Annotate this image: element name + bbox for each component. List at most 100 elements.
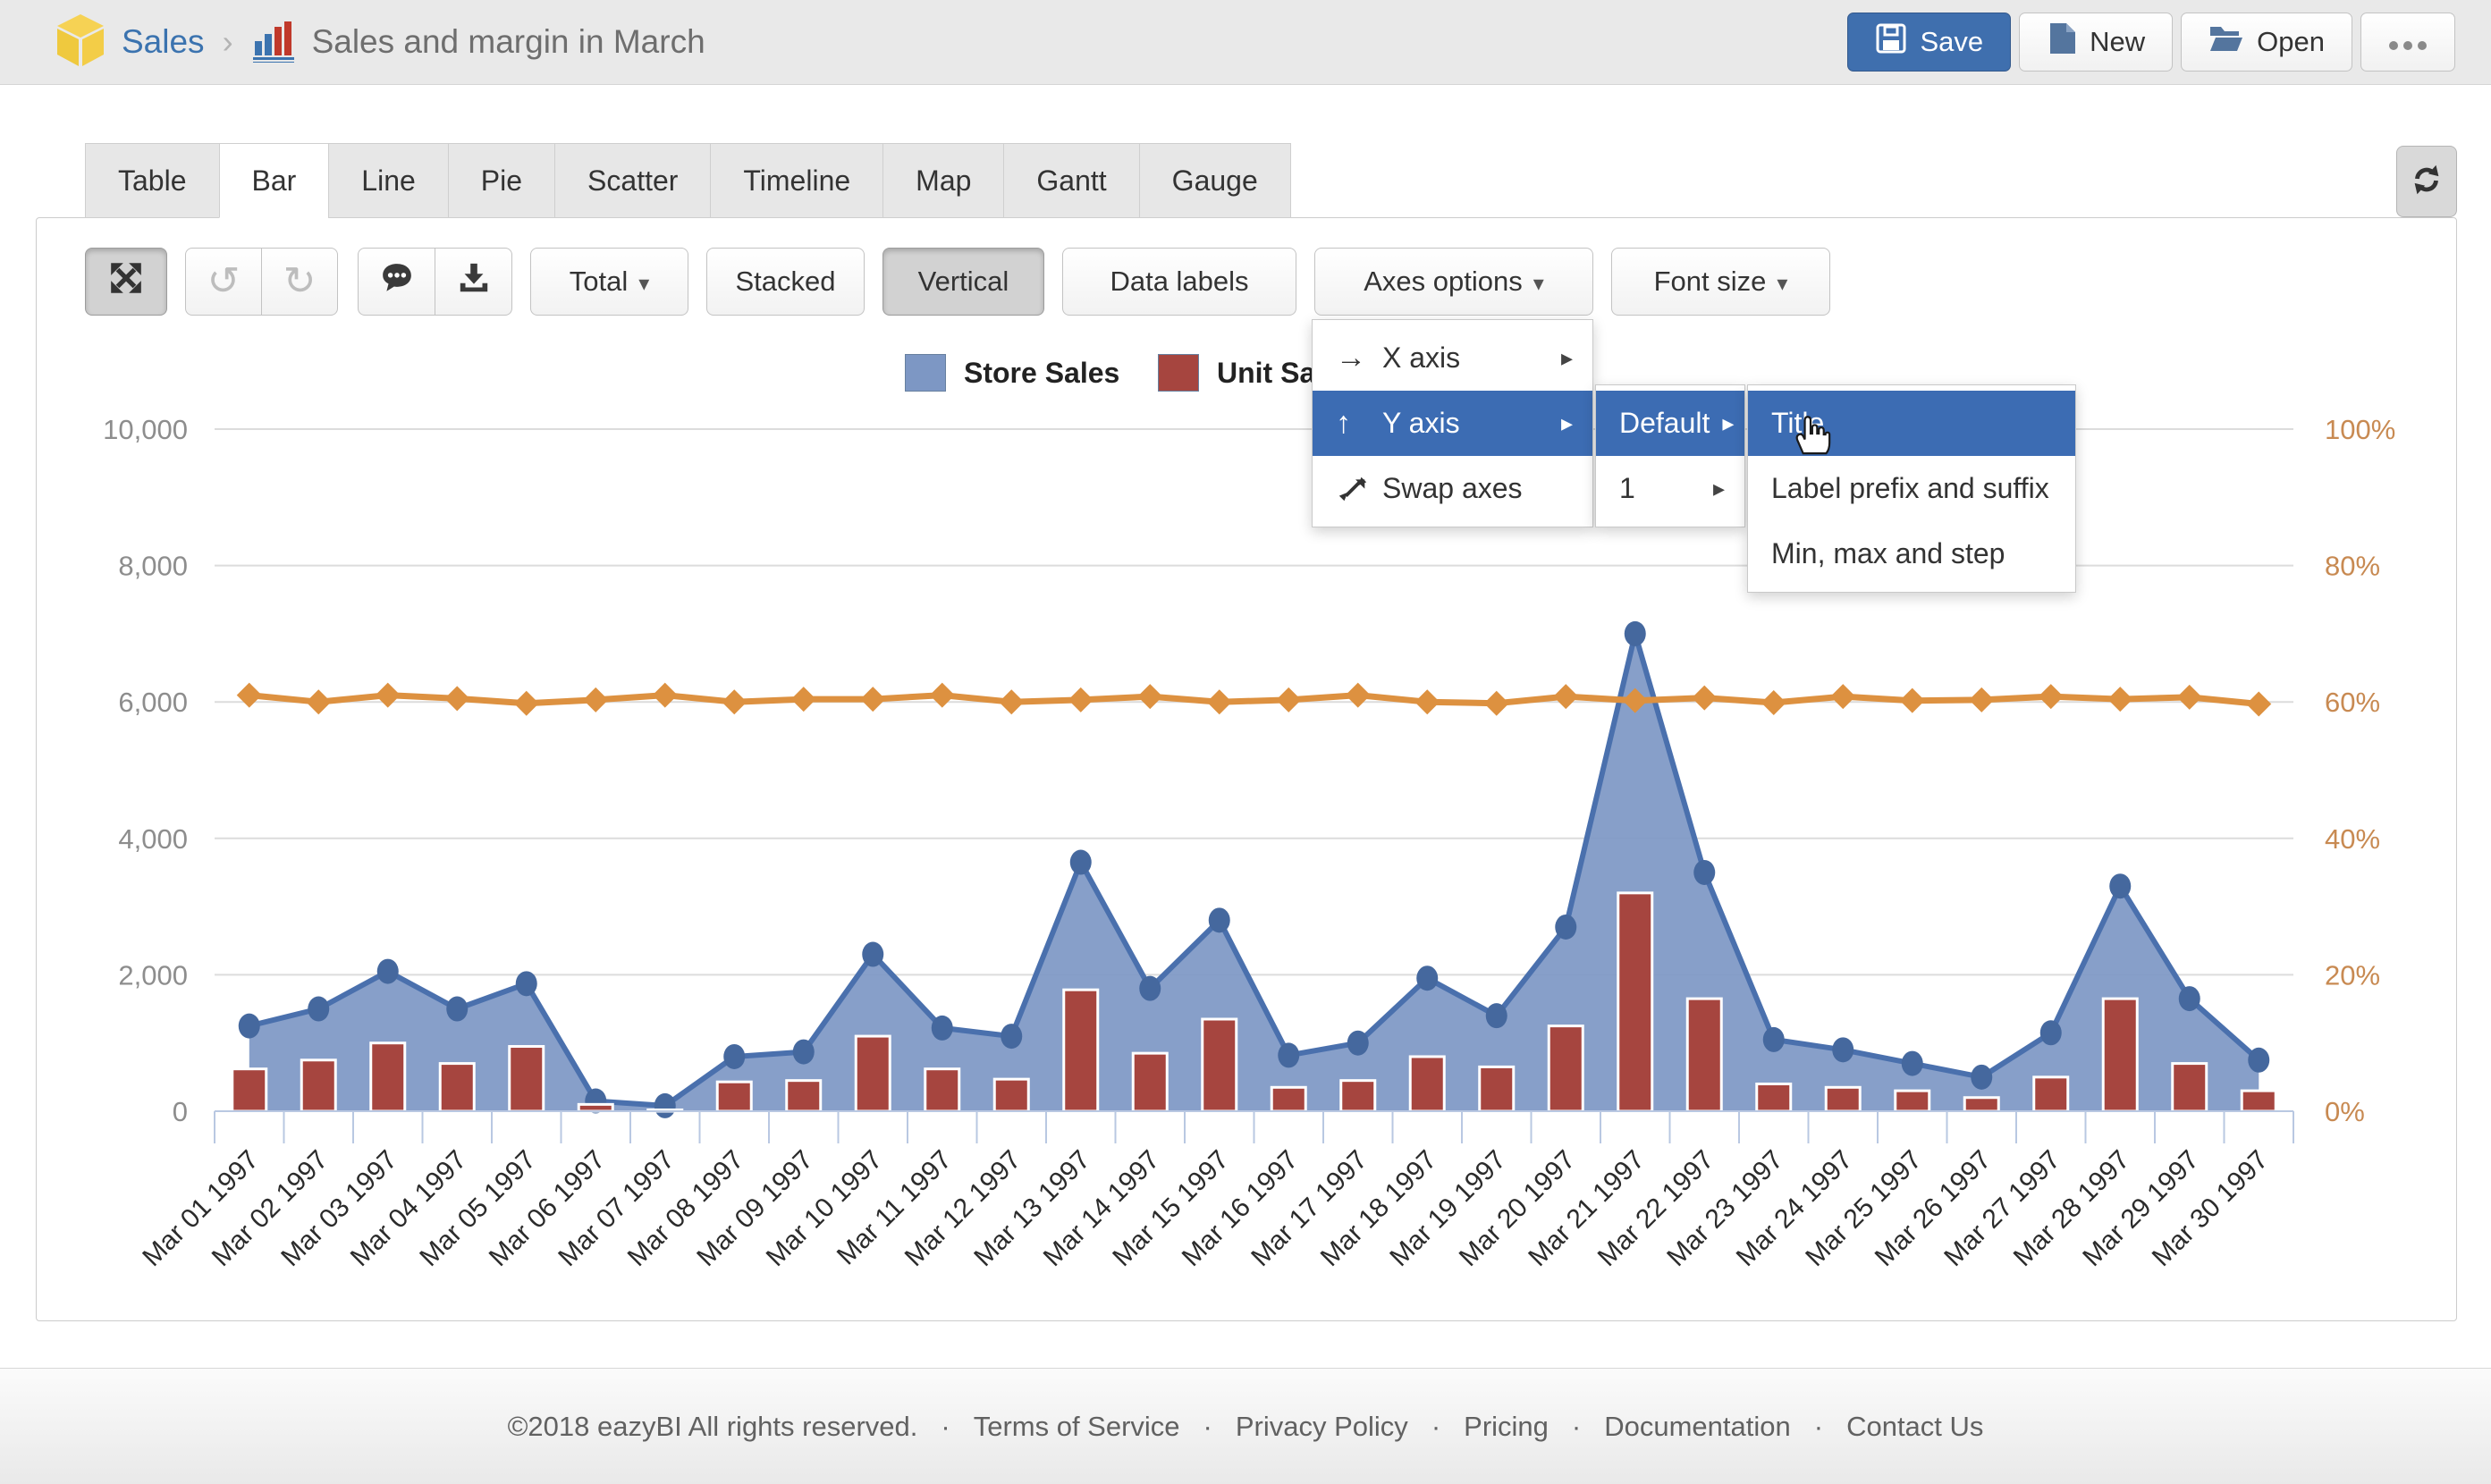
line-point	[2039, 684, 2064, 709]
area-point	[1832, 1037, 1853, 1062]
bar	[2034, 1077, 2068, 1111]
tab-scatter[interactable]: Scatter	[554, 143, 711, 218]
area-point	[1070, 850, 1092, 875]
footer-link-terms-of-service[interactable]: Terms of Service	[974, 1411, 1180, 1443]
undo-button[interactable]: ↺	[185, 248, 262, 316]
refresh-button[interactable]	[2396, 146, 2457, 217]
footer-link-documentation[interactable]: Documentation	[1604, 1411, 1791, 1443]
right-axis-labels: 0%20%40%60%80%100%	[2325, 414, 2395, 1127]
submenu-item-default[interactable]: Default▸	[1596, 391, 1744, 456]
footer-link-privacy-policy[interactable]: Privacy Policy	[1236, 1411, 1408, 1443]
line-point	[1830, 684, 1855, 709]
tab-timeline[interactable]: Timeline	[710, 143, 883, 218]
download-icon	[457, 261, 491, 302]
svg-text:20%: 20%	[2325, 959, 2380, 991]
bar	[994, 1079, 1028, 1111]
stacked-toggle-button[interactable]: Stacked	[706, 248, 865, 316]
tab-pie[interactable]: Pie	[448, 143, 555, 218]
svg-text:40%: 40%	[2325, 823, 2380, 855]
menu-item-y-axis[interactable]: ↑Y axis▸	[1313, 391, 1592, 456]
area-point	[862, 942, 883, 967]
menu-item-label: Y axis	[1382, 407, 1460, 440]
font-size-dropdown[interactable]: Font size▾	[1611, 248, 1830, 316]
legend-item-store-sales[interactable]: Store Sales	[905, 354, 1119, 392]
bar	[1203, 1019, 1237, 1111]
combo-chart[interactable]: 02,0004,0006,0008,00010,0000%20%40%60%80…	[0, 0, 2491, 1484]
tab-table[interactable]: Table	[85, 143, 220, 218]
legend-item-unit-sales[interactable]: Unit Sa	[1158, 354, 1313, 392]
line-point	[860, 687, 885, 712]
submenu-item-1[interactable]: 1▸	[1596, 456, 1744, 521]
total-dropdown[interactable]: Total▾	[530, 248, 688, 316]
axes-options-dropdown[interactable]: Axes options▾	[1314, 248, 1593, 316]
legend-swatch-store-sales	[905, 354, 946, 392]
tab-gauge[interactable]: Gauge	[1139, 143, 1291, 218]
bar	[1341, 1081, 1375, 1111]
svg-text:100%: 100%	[2325, 414, 2395, 445]
bar	[578, 1104, 612, 1111]
line-point	[1969, 687, 1994, 712]
caret-down-icon: ▾	[1533, 271, 1544, 297]
legend-swatch-unit-sales	[1158, 354, 1199, 392]
submenu-item-label-prefix-and-suffix[interactable]: Label prefix and suffix	[1748, 456, 2075, 521]
swap-axes-icon	[1336, 472, 1382, 506]
bar	[787, 1081, 821, 1111]
comments-button[interactable]	[358, 248, 435, 316]
area-point	[932, 1016, 953, 1041]
area-point	[516, 971, 537, 996]
tab-bar[interactable]: Bar	[219, 143, 330, 218]
line-point	[1414, 689, 1440, 714]
menu-item-label: Swap axes	[1382, 472, 1523, 505]
redo-icon: ↻	[283, 262, 317, 301]
submenu-item-min-max-and-step[interactable]: Min, max and step	[1748, 521, 2075, 586]
tab-line[interactable]: Line	[328, 143, 449, 218]
bar	[1410, 1057, 1444, 1111]
mouse-hand-cursor	[1790, 411, 1831, 462]
area-point	[1347, 1031, 1369, 1056]
area-point	[654, 1093, 676, 1118]
footer-link-contact-us[interactable]: Contact Us	[1846, 1411, 1983, 1443]
svg-text:10,000: 10,000	[103, 414, 188, 445]
bar	[2173, 1064, 2207, 1111]
menu-item-x-axis[interactable]: →X axis▸	[1313, 325, 1592, 391]
vertical-toggle-button[interactable]: Vertical	[882, 248, 1044, 316]
area-point	[1416, 965, 1438, 991]
export-download-button[interactable]	[435, 248, 512, 316]
area-point	[1625, 621, 1646, 646]
footer-separator: ·	[1814, 1411, 1823, 1443]
footer-separator: ·	[1572, 1411, 1581, 1443]
tab-map[interactable]: Map	[882, 143, 1004, 218]
fullscreen-button[interactable]	[85, 248, 167, 316]
footer-link-pricing[interactable]: Pricing	[1464, 1411, 1549, 1443]
svg-text:60%: 60%	[2325, 687, 2380, 718]
line-point	[1346, 683, 1371, 708]
line-point	[1900, 688, 1925, 713]
copyright-text: ©2018 eazyBI All rights reserved.	[508, 1411, 918, 1443]
menu-item-label: Label prefix and suffix	[1771, 472, 2049, 505]
line-point	[722, 689, 747, 714]
data-labels-toggle-button[interactable]: Data labels	[1062, 248, 1296, 316]
bar	[1757, 1083, 1791, 1111]
tab-gantt[interactable]: Gantt	[1003, 143, 1139, 218]
area-point	[2248, 1048, 2269, 1073]
line-series-margin[interactable]	[237, 683, 2272, 717]
left-axis-labels: 02,0004,0006,0008,00010,000	[103, 414, 188, 1127]
caret-down-icon: ▾	[1777, 271, 1787, 297]
bar	[717, 1082, 751, 1111]
area-series-store-sales[interactable]	[239, 621, 2270, 1118]
menu-item-swap-axes[interactable]: Swap axes	[1313, 456, 1592, 521]
line-point	[2107, 687, 2132, 712]
axes-options-menu: →X axis▸↑Y axis▸ Swap axes	[1312, 319, 1593, 527]
area-point	[2040, 1020, 2062, 1045]
area-point	[723, 1044, 745, 1069]
menu-item-label: Min, max and step	[1771, 537, 2005, 570]
area-point	[1278, 1042, 1299, 1067]
redo-button[interactable]: ↻	[261, 248, 338, 316]
legend-label: Store Sales	[964, 357, 1119, 390]
bar	[1687, 999, 1721, 1111]
area-point	[308, 997, 329, 1022]
line-point	[791, 687, 816, 712]
eazybi-report-page: { "header": { "breadcrumb": "Sales", "ti…	[0, 0, 2491, 1484]
svg-text:0%: 0%	[2325, 1096, 2365, 1127]
area-point	[2179, 986, 2200, 1011]
